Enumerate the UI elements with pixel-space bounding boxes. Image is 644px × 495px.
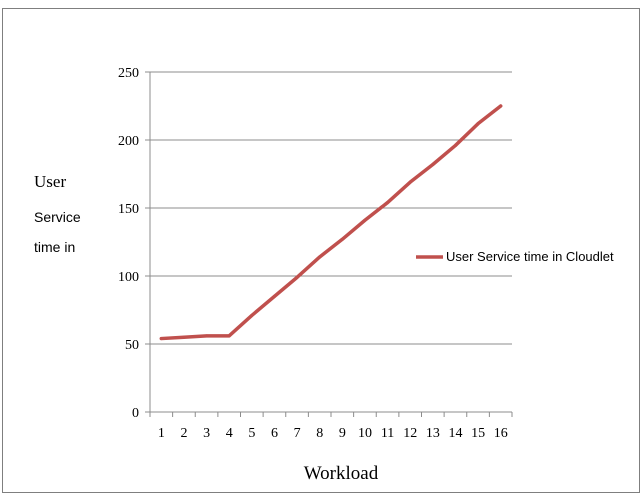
x-tick-label: 4 [226,426,233,441]
y-tick-label: 0 [132,406,139,421]
x-tick-label: 16 [494,426,508,441]
x-tick-label: 13 [426,426,440,441]
data-point [453,143,457,147]
legend-label: User Service time in Cloudlet [446,249,614,264]
data-point [272,294,276,298]
data-point [250,313,254,317]
y-tick-label: 100 [118,270,139,285]
x-tick-label: 9 [339,426,346,441]
y-axis-label-line-3: time in [34,239,76,255]
x-tick-label: 3 [203,426,210,441]
data-point [205,334,209,338]
y-tick-label: 200 [118,134,139,149]
y-tick-label: 250 [118,66,139,81]
data-point [363,218,367,222]
series-line [159,104,503,341]
x-tick-label: 14 [448,426,462,441]
data-point [408,180,412,184]
data-point [318,255,322,259]
data-point [431,162,435,166]
y-tick-label: 50 [125,338,139,353]
data-point [340,237,344,241]
data-point [499,104,503,108]
x-tick-label: 8 [316,426,323,441]
y-tick-label: 150 [118,202,139,217]
y-axis-label-line-1: User [34,172,67,191]
x-tick-label: 2 [180,426,187,441]
y-axis-label-line-2: Service [34,209,81,225]
x-axis-title: Workload [304,463,379,484]
x-tick-label: 10 [358,426,372,441]
x-tick-label: 7 [294,426,301,441]
data-point [386,201,390,205]
data-point [295,275,299,279]
x-tick-label: 11 [381,426,394,441]
x-tick-label: 1 [158,426,165,441]
x-tick-label: 6 [271,426,278,441]
data-point [476,122,480,126]
data-point [227,334,231,338]
x-tick-label: 15 [471,426,485,441]
x-tick-label: 5 [248,426,255,441]
x-tick-label: 12 [403,426,417,441]
data-point [182,335,186,339]
data-point [159,337,163,341]
